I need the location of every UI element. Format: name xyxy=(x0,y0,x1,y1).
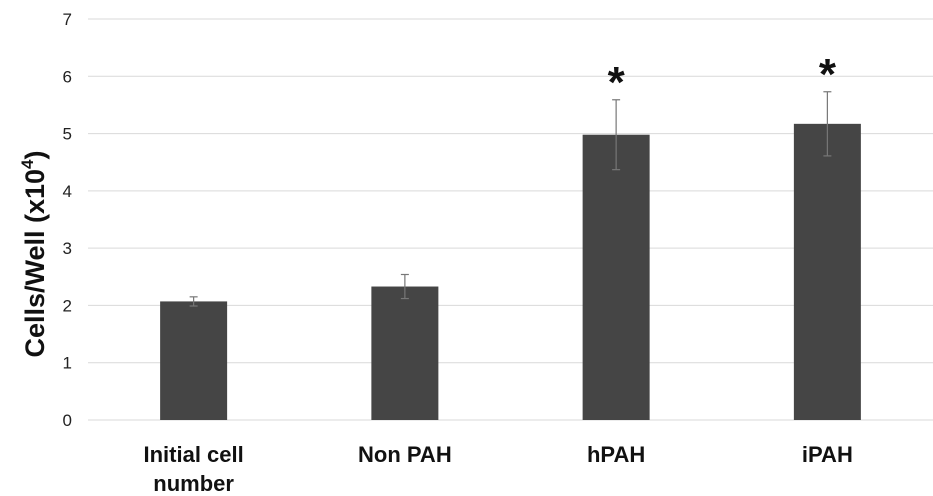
bar xyxy=(582,134,650,420)
x-category-label-line: hPAH xyxy=(587,442,645,467)
error-bar xyxy=(612,99,621,171)
y-axis-ticks: 0 1 2 3 4 5 6 7 xyxy=(63,10,72,430)
x-category-label-line: Initial cell xyxy=(143,442,243,467)
significance-marker: * xyxy=(608,58,626,107)
x-category-label: Initial cell number xyxy=(143,442,243,496)
bar xyxy=(793,123,861,420)
y-tick-label: 3 xyxy=(63,239,72,258)
x-category-label-line: iPAH xyxy=(802,442,853,467)
error-bar xyxy=(823,91,832,157)
gridlines xyxy=(88,18,933,421)
x-category-label-line: number xyxy=(153,471,234,496)
significance-annotations: * * xyxy=(608,50,837,107)
x-axis-categories: Initial cell number Non PAH hPAH iPAH xyxy=(143,442,852,496)
y-axis-label-main: Cells/Well (x10 xyxy=(20,169,50,358)
bar xyxy=(371,286,439,420)
y-tick-label: 4 xyxy=(63,182,72,201)
y-tick-label: 5 xyxy=(63,125,72,144)
y-tick-label: 0 xyxy=(63,411,72,430)
error-bar xyxy=(400,273,409,300)
y-axis-label: Cells/Well (x104) xyxy=(18,150,50,357)
y-axis-label-close: ) xyxy=(20,150,50,159)
x-category-label: iPAH xyxy=(802,442,853,467)
x-category-label: Non PAH xyxy=(358,442,452,467)
bars xyxy=(160,123,861,420)
y-axis-label-superscript: 4 xyxy=(18,159,37,169)
bar xyxy=(160,301,228,420)
error-bar xyxy=(189,296,198,307)
x-category-label-line: Non PAH xyxy=(358,442,452,467)
y-tick-label: 7 xyxy=(63,10,72,29)
x-category-label: hPAH xyxy=(587,442,645,467)
error-bars xyxy=(189,91,832,307)
significance-marker: * xyxy=(819,50,837,99)
y-tick-label: 6 xyxy=(63,67,72,86)
y-tick-label: 1 xyxy=(63,354,72,373)
y-tick-label: 2 xyxy=(63,296,72,315)
